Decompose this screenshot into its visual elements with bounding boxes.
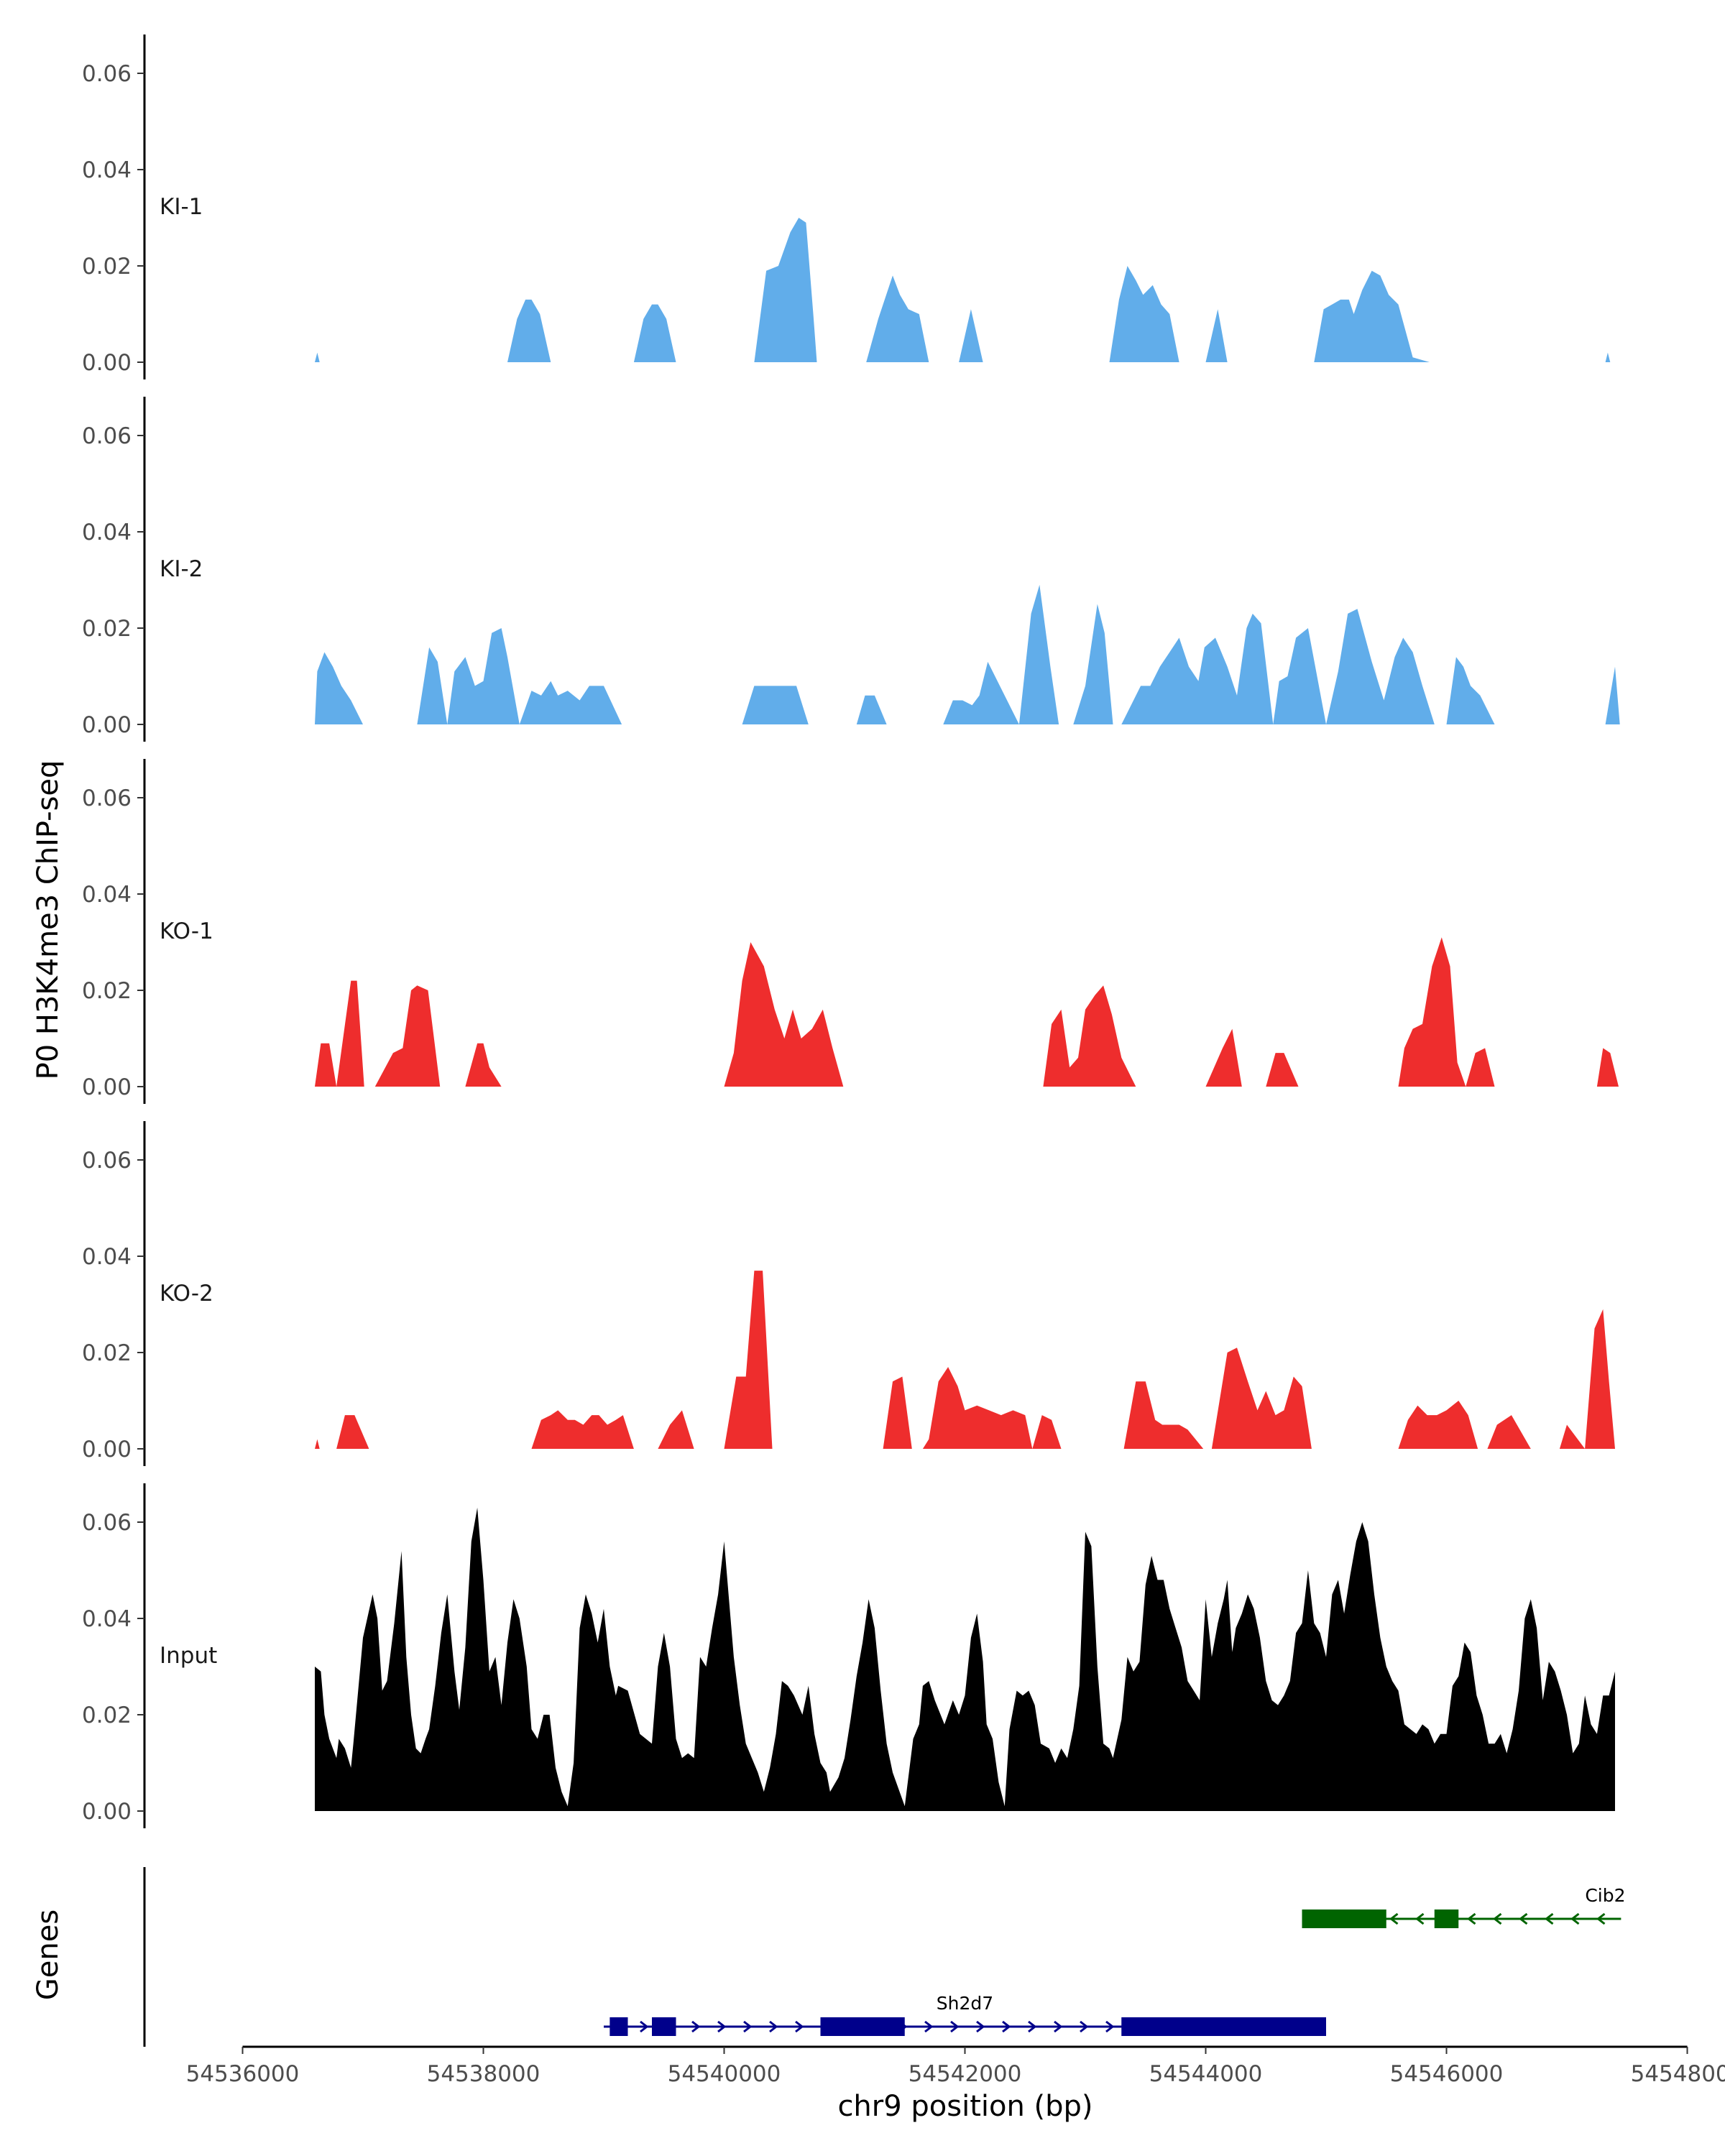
track-panels: 0.00 0.02 0.04 0.06 KI-1 0.00 0.02 0.04 0.06 KI-2…: [82, 34, 1620, 1828]
x-tick-label: 54536000: [186, 2061, 300, 2087]
strand-arrow: [950, 2020, 960, 2033]
x-tick-label: 54538000: [427, 2061, 540, 2087]
track-ko-1: 0.00 0.02 0.04 0.06 KO-1: [82, 759, 1619, 1104]
y-tick-label: 0.06: [82, 61, 132, 87]
gene-sh2d7: Sh2d7: [604, 1993, 1326, 2036]
y-tick-label: 0.00: [82, 1799, 132, 1825]
track-ki-2: 0.00 0.02 0.04 0.06 KI-2: [82, 397, 1620, 742]
signal-area: [315, 1507, 1615, 1811]
strand-arrow: [1493, 1912, 1502, 1925]
strand-arrow: [1545, 1912, 1554, 1925]
y-tick-label: 0.00: [82, 1074, 132, 1100]
track-ki-1: 0.00 0.02 0.04 0.06 KI-1: [82, 34, 1611, 379]
strand-arrow: [795, 2020, 804, 2033]
x-tick-label: 54548000: [1631, 2061, 1725, 2087]
track-label: Input: [160, 1643, 217, 1669]
strand-arrow: [1596, 1912, 1606, 1925]
y-tick-label: 0.06: [82, 423, 132, 449]
gene-label: Cib2: [1585, 1885, 1625, 1906]
strand-arrow: [1415, 1912, 1425, 1925]
strand-arrow: [1080, 2020, 1089, 2033]
y-tick-label: 0.04: [82, 882, 132, 908]
track-label: KO-2: [160, 1281, 213, 1307]
strand-arrow: [1570, 1912, 1580, 1925]
y-tick-label: 0.02: [82, 1340, 132, 1366]
track-label: KI-1: [160, 194, 203, 220]
y-tick-label: 0.04: [82, 520, 132, 545]
x-axis-title: chr9 position (bp): [837, 2090, 1092, 2123]
y-tick-label: 0.04: [82, 157, 132, 183]
y-tick-label: 0.04: [82, 1244, 132, 1270]
exon-block: [652, 2017, 676, 2036]
strand-arrow: [640, 2020, 649, 2033]
y-tick-label: 0.06: [82, 786, 132, 811]
strand-arrow: [1467, 1912, 1476, 1925]
exon-block: [1302, 1909, 1386, 1928]
genes-panel: Sh2d7 Cib2: [143, 1867, 1626, 2047]
x-tick-label: 54546000: [1390, 2061, 1504, 2087]
exon-block: [1121, 2017, 1326, 2036]
genes-axis-title: Genes: [32, 1909, 65, 2000]
strand-arrow: [1054, 2020, 1063, 2033]
y-tick-label: 0.00: [82, 712, 132, 738]
y-tick-label: 0.04: [82, 1606, 132, 1632]
track-label: KO-1: [160, 918, 213, 944]
strand-arrow: [769, 2020, 778, 2033]
signal-area: [315, 584, 1620, 724]
track-label: KI-2: [160, 556, 203, 582]
x-tick-label: 54542000: [908, 2061, 1022, 2087]
strand-arrow: [691, 2020, 701, 2033]
x-axis: 54536000 54538000 54540000 54542000 54544000…: [186, 2045, 1725, 2087]
strand-arrow: [924, 2020, 934, 2033]
y-tick-label: 0.00: [82, 350, 132, 376]
y-tick-label: 0.02: [82, 1703, 132, 1728]
track-ko-2: 0.00 0.02 0.04 0.06 KO-2: [82, 1121, 1615, 1466]
strand-arrow: [1105, 2020, 1115, 2033]
gene-label: Sh2d7: [937, 1993, 993, 2014]
track-input: 0.00 0.02 0.04 0.06 Input: [82, 1483, 1615, 1828]
strand-arrow: [1519, 1912, 1528, 1925]
exon-block: [820, 2017, 905, 2036]
strand-arrow: [717, 2020, 727, 2033]
strand-arrow: [1002, 2020, 1011, 2033]
strand-arrow: [1028, 2020, 1037, 2033]
y-tick-label: 0.06: [82, 1510, 132, 1536]
y-tick-label: 0.06: [82, 1148, 132, 1174]
signal-area: [315, 937, 1619, 1087]
signal-area: [315, 218, 1611, 362]
x-tick-label: 54544000: [1149, 2061, 1263, 2087]
y-tick-label: 0.02: [82, 978, 132, 1004]
y-tick-label: 0.02: [82, 254, 132, 280]
y-axis-title: P0 H3K4me3 ChIP-seq: [32, 760, 65, 1080]
signal-area: [315, 1271, 1615, 1449]
exon-block: [1434, 1909, 1459, 1928]
gene-cib2: Cib2: [1302, 1885, 1626, 1928]
strand-arrow: [743, 2020, 753, 2033]
strand-arrow: [976, 2020, 985, 2033]
x-tick-label: 54540000: [668, 2061, 781, 2087]
y-tick-label: 0.02: [82, 616, 132, 642]
strand-arrow: [1389, 1912, 1399, 1925]
y-tick-label: 0.00: [82, 1437, 132, 1462]
exon-block: [610, 2017, 628, 2036]
